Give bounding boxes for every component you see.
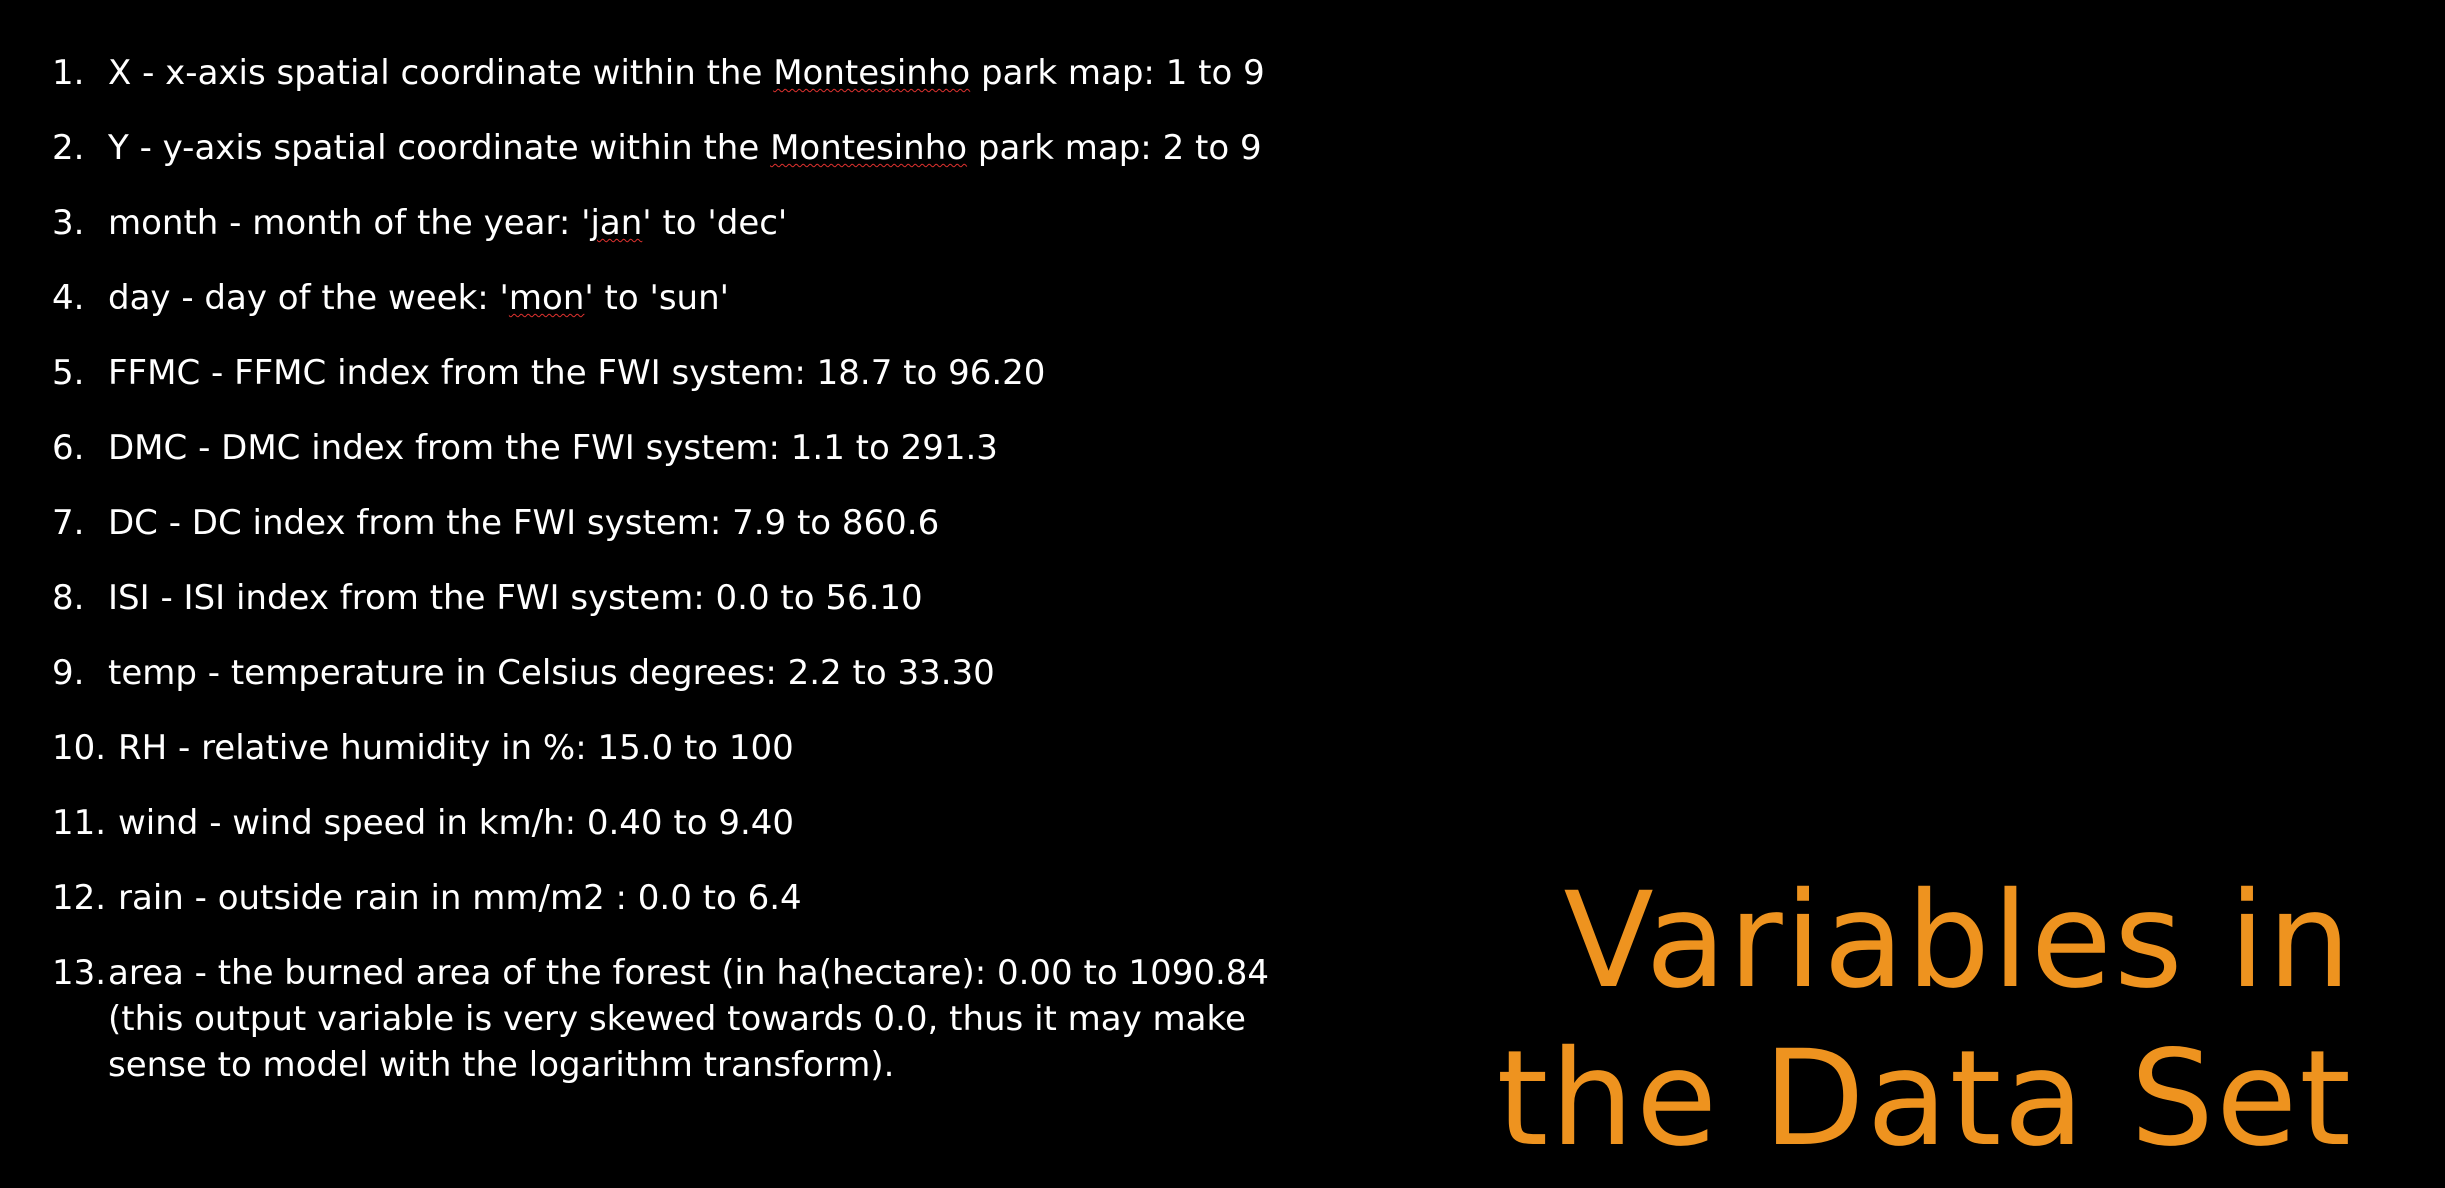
list-item: 9. temp - temperature in Celsius degrees:… bbox=[52, 650, 1382, 696]
list-item: 4. day - day of the week: 'mon' to 'sun' bbox=[52, 275, 1382, 321]
item-text: DC - DC index from the FWI system: 7.9 t… bbox=[108, 503, 940, 543]
list-item: 12. rain - outside rain in mm/m2 : 0.0 to… bbox=[52, 875, 1382, 921]
item-text-pre: X - x-axis spatial coordinate within the bbox=[108, 53, 774, 93]
list-item: 7. DC - DC index from the FWI system: 7.9… bbox=[52, 500, 1382, 546]
item-number: 12. bbox=[52, 878, 107, 918]
list-item: 6. DMC - DMC index from the FWI system: 1… bbox=[52, 425, 1382, 471]
list-item: 5. FFMC - FFMC index from the FWI system:… bbox=[52, 350, 1382, 396]
item-text: day - day of the week: 'mon' to 'sun' bbox=[108, 278, 729, 318]
list-item: 8. ISI - ISI index from the FWI system: 0… bbox=[52, 575, 1382, 621]
item-text-pre: day - day of the week: ' bbox=[108, 278, 509, 318]
item-text: month - month of the year: 'jan' to 'dec… bbox=[108, 203, 787, 243]
item-number: 3. bbox=[52, 203, 85, 243]
item-number: 8. bbox=[52, 578, 85, 618]
item-number: 9. bbox=[52, 653, 85, 693]
item-text: RH - relative humidity in %: 15.0 to 100 bbox=[118, 728, 794, 768]
item-text-post: ' to 'sun' bbox=[584, 278, 729, 318]
item-number: 2. bbox=[52, 128, 85, 168]
slide-title: Variables in the Data Set bbox=[1453, 862, 2353, 1178]
item-number: 1. bbox=[52, 53, 85, 93]
list-item: 10. RH - relative humidity in %: 15.0 to … bbox=[52, 725, 1382, 771]
multi-line-row: 13. area - the burned area of the forest… bbox=[52, 950, 1382, 1088]
list-item: 11. wind - wind speed in km/h: 0.40 to 9.… bbox=[52, 800, 1382, 846]
list-item: 2. Y - y-axis spatial coordinate within t… bbox=[52, 125, 1382, 171]
item-text: Y - y-axis spatial coordinate within the… bbox=[108, 128, 1262, 168]
item-text-line: sense to model with the logarithm transf… bbox=[108, 1045, 895, 1085]
item-number: 11. bbox=[52, 803, 107, 843]
item-text-pre: Y - y-axis spatial coordinate within the bbox=[108, 128, 771, 168]
item-text-pre: month - month of the year: ' bbox=[108, 203, 591, 243]
variables-list: 1. X - x-axis spatial coordinate within t… bbox=[52, 50, 1382, 1117]
slide-title-line: the Data Set bbox=[1496, 1022, 2353, 1176]
item-text: ISI - ISI index from the FWI system: 0.0… bbox=[108, 578, 923, 618]
spellcheck-word: Montesinho bbox=[773, 53, 971, 93]
spellcheck-word: Montesinho bbox=[770, 128, 968, 168]
item-number: 4. bbox=[52, 278, 85, 318]
item-number: 6. bbox=[52, 428, 85, 468]
spellcheck-word: mon bbox=[508, 278, 585, 318]
item-text-post: ' to 'dec' bbox=[642, 203, 788, 243]
item-text: temp - temperature in Celsius degrees: 2… bbox=[108, 653, 995, 693]
item-number: 7. bbox=[52, 503, 85, 543]
item-text: DMC - DMC index from the FWI system: 1.1… bbox=[108, 428, 998, 468]
item-text-post: park map: 1 to 9 bbox=[970, 53, 1265, 93]
item-text-post: park map: 2 to 9 bbox=[967, 128, 1262, 168]
item-text-line: (this output variable is very skewed tow… bbox=[108, 999, 1246, 1039]
item-text: FFMC - FFMC index from the FWI system: 1… bbox=[108, 353, 1046, 393]
list-item: 3. month - month of the year: 'jan' to 'd… bbox=[52, 200, 1382, 246]
item-text: area - the burned area of the forest (in… bbox=[108, 950, 1382, 1088]
slide-title-line: Variables in bbox=[1563, 864, 2353, 1018]
item-number: 5. bbox=[52, 353, 85, 393]
item-text-line: area - the burned area of the forest (in… bbox=[108, 953, 1270, 993]
list-item: 1. X - x-axis spatial coordinate within t… bbox=[52, 50, 1382, 96]
list-item: 13. area - the burned area of the forest… bbox=[52, 950, 1382, 1088]
item-text: rain - outside rain in mm/m2 : 0.0 to 6.… bbox=[118, 878, 802, 918]
spellcheck-word: jan bbox=[590, 203, 643, 243]
item-number: 10. bbox=[52, 728, 107, 768]
item-text: X - x-axis spatial coordinate within the… bbox=[108, 53, 1265, 93]
item-text: wind - wind speed in km/h: 0.40 to 9.40 bbox=[118, 803, 795, 843]
item-number: 13. bbox=[52, 953, 107, 993]
